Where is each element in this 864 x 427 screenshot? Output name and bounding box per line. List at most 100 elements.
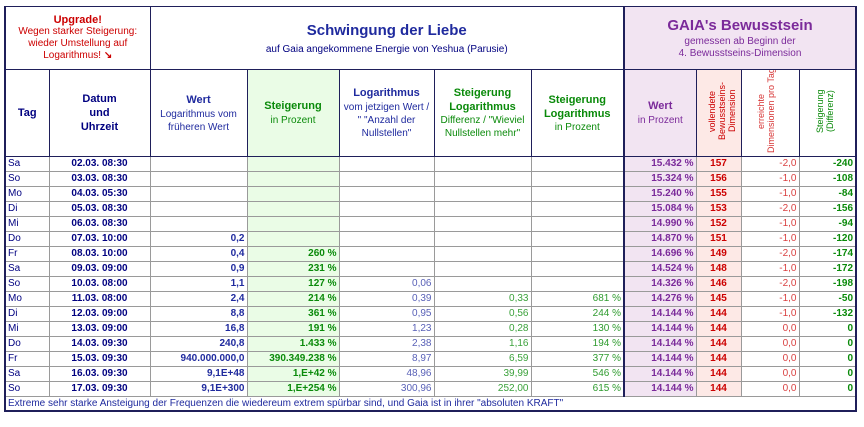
cell-erreichte: -2,0 (740, 246, 800, 262)
cell-steigerung: 1.433 % (246, 336, 340, 352)
cell-gaia-wert: 14.696 % (623, 246, 697, 262)
cell-logarithmus (338, 231, 435, 247)
cell-vollendete: 146 (695, 276, 742, 292)
table-row: So 17.03. 09:30 9,1E+300 1,E+254 % 300,96 252… (4, 381, 857, 397)
col-header-steigerung-sub: in Prozent (270, 115, 316, 126)
cell-steigerung-log-prozent: 377 % (530, 351, 625, 367)
cell-steigerung-log: 0,28 (433, 321, 532, 337)
upgrade-line: Wegen starker Steigerung: (18, 26, 138, 37)
cell-steigerung-log-prozent: 130 % (530, 321, 625, 337)
footer-note: Extreme sehr starke Ansteigung der Frequ… (4, 396, 857, 412)
table-row: Do 14.03. 09:30 240,8 1.433 % 2,38 1,16 194 % 1… (4, 336, 857, 352)
cell-steigerung-log (433, 276, 532, 292)
cell-gaia-wert: 14.144 % (623, 351, 697, 367)
cell-steigerung: 191 % (246, 321, 340, 337)
cell-datum: 05.03. 08:30 (48, 201, 151, 217)
col-header-datum-label: und (89, 107, 110, 119)
cell-gaia-steigerung: -172 (798, 261, 857, 277)
cell-datum: 14.03. 09:30 (48, 336, 151, 352)
cell-tag: Sa (4, 366, 50, 382)
cell-erreichte: -1,0 (740, 291, 800, 307)
cell-gaia-steigerung: 0 (798, 381, 857, 397)
cell-steigerung-log-prozent (530, 216, 625, 232)
col-header-logarithmus: Logarithmus vom jetzigen Wert / " "Anzah… (338, 69, 435, 157)
table-row: So 10.03. 08:00 1,1 127 % 0,06 14.326 % 146 -2,… (4, 276, 857, 292)
col-header-steiglog-title: Logarithmus (449, 101, 516, 113)
cell-erreichte: -1,0 (740, 186, 800, 202)
cell-erreichte: 0,0 (740, 381, 800, 397)
cell-steigerung (246, 171, 340, 187)
cell-wert: 1,1 (149, 276, 248, 292)
cell-tag: So (4, 276, 50, 292)
cell-gaia-steigerung: -50 (798, 291, 857, 307)
gaia-title-block: GAIA's Bewusstsein gemessen ab Beginn de… (623, 6, 857, 70)
cell-logarithmus (338, 201, 435, 217)
cell-vollendete: 152 (695, 216, 742, 232)
cell-gaia-wert: 14.144 % (623, 321, 697, 337)
cell-logarithmus: 0,95 (338, 306, 435, 322)
cell-logarithmus (338, 171, 435, 187)
cell-steigerung: 127 % (246, 276, 340, 292)
col-header-vollendete: vollendete Bewusstseins-Dimension (695, 69, 742, 157)
cell-logarithmus: 0,39 (338, 291, 435, 307)
cell-wert: 0,2 (149, 231, 248, 247)
cell-erreichte: -1,0 (740, 261, 800, 277)
cell-wert (149, 186, 248, 202)
col-header-gaia-steigerung: Steigerung (Differenz) (798, 69, 857, 157)
cell-vollendete: 156 (695, 171, 742, 187)
cell-steigerung (246, 201, 340, 217)
col-header-log-title: Logarithmus (353, 87, 420, 99)
cell-erreichte: -2,0 (740, 156, 800, 172)
cell-erreichte: -2,0 (740, 201, 800, 217)
cell-vollendete: 145 (695, 291, 742, 307)
cell-steigerung-log-prozent (530, 201, 625, 217)
cell-vollendete: 155 (695, 186, 742, 202)
main-title-block: Schwingung der Liebe auf Gaia angekommen… (149, 6, 625, 70)
cell-steigerung-log (433, 156, 532, 172)
cell-tag: Mi (4, 321, 50, 337)
col-header-steiglogp-title: Logarithmus (543, 107, 611, 120)
cell-gaia-steigerung: -156 (798, 201, 857, 217)
cell-tag: Di (4, 306, 50, 322)
col-header-steiglog-title: Steigerung (453, 87, 512, 99)
cell-gaia-steigerung: -108 (798, 171, 857, 187)
cell-steigerung-log (433, 201, 532, 217)
col-header-steigerung: Steigerung in Prozent (246, 69, 340, 157)
cell-datum: 10.03. 08:00 (48, 276, 151, 292)
cell-gaia-wert: 14.144 % (623, 306, 697, 322)
cell-steigerung-log: 39,99 (433, 366, 532, 382)
cell-gaia-wert: 14.144 % (623, 381, 697, 397)
gaia-subtitle: 4. Bewusstseins-Dimension (678, 48, 802, 59)
cell-gaia-wert: 15.432 % (623, 156, 697, 172)
col-header-datum: Datum und Uhrzeit (48, 69, 151, 157)
arrow-down-right-icon: ↘ (103, 50, 113, 61)
col-header-erreichte-label: erreichte Dimensionen pro Tag (756, 69, 776, 154)
cell-datum: 12.03. 09:00 (48, 306, 151, 322)
cell-steigerung-log (433, 231, 532, 247)
cell-gaia-wert: 14.870 % (623, 231, 697, 247)
cell-gaia-wert: 14.276 % (623, 291, 697, 307)
cell-datum: 08.03. 10:00 (48, 246, 151, 262)
cell-logarithmus (338, 186, 435, 202)
cell-steigerung-log (433, 186, 532, 202)
cell-logarithmus: 8,97 (338, 351, 435, 367)
cell-wert: 0,4 (149, 246, 248, 262)
cell-datum: 09.03. 09:00 (48, 261, 151, 277)
cell-tag: Sa (4, 156, 50, 172)
cell-datum: 07.03. 10:00 (48, 231, 151, 247)
cell-gaia-wert: 15.240 % (623, 186, 697, 202)
col-header-gaia-wert: Wert in Prozent (623, 69, 697, 157)
col-header-steiglogp-title: Steigerung (548, 93, 606, 106)
cell-wert: 2,4 (149, 291, 248, 307)
cell-gaia-steigerung: -198 (798, 276, 857, 292)
cell-gaia-steigerung: -132 (798, 306, 857, 322)
cell-steigerung: 1,E+254 % (246, 381, 340, 397)
cell-steigerung-log-prozent: 615 % (530, 381, 625, 397)
col-header-steiglogp-sub: in Prozent (554, 121, 600, 133)
cell-steigerung-log (433, 216, 532, 232)
cell-vollendete: 153 (695, 201, 742, 217)
cell-steigerung-log-prozent: 244 % (530, 306, 625, 322)
cell-erreichte: 0,0 (740, 366, 800, 382)
col-header-steigerung-title: Steigerung (264, 100, 322, 112)
page-title: Schwingung der Liebe (306, 21, 467, 39)
